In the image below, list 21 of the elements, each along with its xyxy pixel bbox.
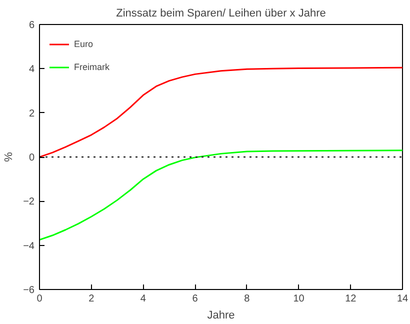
x-tick-label: 10: [293, 294, 305, 304]
y-tick-label: −2: [23, 196, 35, 208]
x-tick-label: 4: [140, 294, 146, 304]
legend-label: Euro: [74, 39, 94, 49]
x-tick-label: 12: [345, 294, 357, 304]
x-tick-label: 8: [244, 294, 250, 304]
chart-title: Zinssatz beim Sparen/ Leihen über x Jahre: [116, 8, 326, 20]
y-tick-label: 6: [28, 20, 35, 31]
y-tick-label: 4: [28, 64, 35, 76]
x-tick-label: 6: [192, 294, 198, 304]
x-tick-label: 2: [88, 294, 95, 304]
legend-label: Freimark: [74, 62, 110, 72]
y-tick-label: −6: [23, 285, 35, 296]
y-tick-label: 2: [28, 108, 35, 120]
y-axis-title: %: [3, 152, 16, 162]
x-axis-title: Jahre: [207, 310, 235, 322]
y-tick-label: −4: [23, 240, 35, 252]
y-tick-label: 0: [28, 152, 35, 164]
line-series: [40, 150, 402, 241]
x-tick-label: 14: [396, 294, 408, 304]
x-tick-label: 0: [36, 294, 43, 304]
